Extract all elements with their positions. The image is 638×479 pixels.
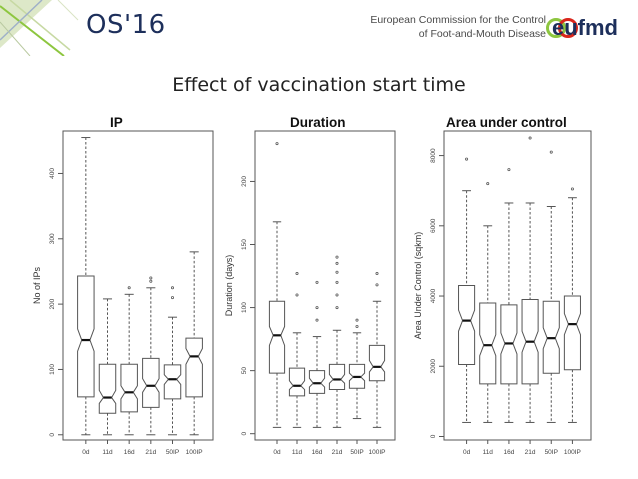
notched-box: [328, 363, 346, 391]
y-tick-label: 2000: [430, 359, 437, 374]
x-tick-label: 11d: [483, 449, 494, 456]
outlier-point: [315, 280, 319, 284]
x-tick-label: 50IP: [350, 449, 363, 456]
x-tick-label: 21d: [145, 449, 156, 456]
notched-box: [458, 285, 476, 366]
outlier-point: [335, 261, 339, 265]
outlier-point: [127, 286, 131, 290]
notched-box: [77, 275, 95, 398]
x-tick-label: 0d: [82, 449, 90, 456]
outlier-point: [275, 142, 279, 146]
x-tick-label: 100IP: [564, 449, 581, 456]
notched-box: [98, 363, 117, 414]
notched-box: [288, 367, 306, 397]
y-tick-label: 6000: [430, 218, 437, 233]
eufmd-logo: eufmd: [546, 15, 618, 40]
notched-box: [479, 302, 497, 385]
y-tick-label: 200: [241, 176, 248, 187]
outlier-point: [375, 283, 379, 287]
notched-box: [185, 337, 203, 398]
y-tick-label: 0: [49, 433, 56, 437]
notched-box: [308, 370, 326, 394]
y-tick-label: 50: [241, 367, 248, 375]
decorative-corner-graphic: [0, 0, 80, 56]
x-tick-label: 0d: [463, 449, 471, 456]
panel-title-duration: Duration: [290, 115, 346, 130]
x-tick-label: 50IP: [545, 449, 558, 456]
outlier-point: [335, 255, 339, 259]
x-tick-label: 21d: [525, 449, 536, 456]
eufmd-logo-text: eufmd: [552, 15, 618, 40]
commission-line-2: of Foot-and-Mouth Disease: [418, 28, 546, 40]
x-tick-label: 11d: [292, 449, 303, 456]
header: OS'16 European Commission for the Contro…: [0, 0, 638, 56]
notched-box: [120, 363, 138, 413]
x-tick-label: 0d: [273, 449, 281, 456]
outlier-point: [507, 168, 511, 172]
outlier-point: [570, 187, 574, 191]
notched-box: [268, 300, 286, 374]
x-tick-label: 21d: [332, 449, 343, 456]
y-tick-label: 200: [49, 298, 56, 309]
plot-frame: [443, 130, 592, 441]
y-tick-label: 100: [49, 364, 56, 375]
x-tick-label: 100IP: [186, 449, 203, 456]
notched-box: [142, 357, 160, 408]
notched-box: [163, 364, 182, 400]
y-tick-label: 8000: [430, 148, 437, 163]
panel-title-area: Area under control: [446, 115, 567, 130]
outlier-point: [149, 279, 153, 283]
y-axis-label: Area Under Control (sqkm): [413, 232, 423, 340]
y-axis-label: No of IPs: [32, 266, 42, 304]
outlier-point: [335, 306, 339, 310]
outlier-point: [375, 272, 379, 276]
outlier-point: [149, 276, 153, 280]
outlier-point: [528, 136, 532, 140]
y-tick-label: 400: [49, 168, 56, 179]
commission-name: European Commission for the Control of F…: [370, 13, 546, 41]
outlier-point: [170, 286, 174, 290]
outlier-point: [335, 270, 339, 274]
y-tick-label: 100: [241, 302, 248, 313]
x-tick-label: 50IP: [166, 449, 179, 456]
y-tick-label: 150: [241, 239, 248, 250]
y-tick-label: 300: [49, 233, 56, 244]
outlier-point: [170, 296, 174, 300]
y-tick-label: 0: [430, 434, 437, 438]
y-tick-label: 0: [241, 432, 248, 436]
outlier-point: [315, 306, 319, 310]
plot-frame: [62, 130, 214, 441]
outlier-point: [315, 318, 319, 322]
outlier-point: [486, 182, 490, 186]
commission-line-1: European Commission for the Control: [370, 14, 546, 26]
slide-title: Effect of vaccination start time: [172, 74, 466, 96]
outlier-point: [355, 324, 359, 328]
x-tick-label: 11d: [102, 449, 113, 456]
y-axis-label: Duration (days): [224, 255, 234, 317]
outlier-point: [335, 280, 339, 284]
outlier-point: [295, 293, 299, 297]
x-tick-label: 16d: [124, 449, 135, 456]
plot-frame: [254, 130, 396, 441]
x-tick-label: 16d: [503, 449, 514, 456]
x-tick-label: 100IP: [369, 449, 386, 456]
notched-box: [563, 295, 581, 371]
outlier-point: [549, 150, 553, 154]
outlier-point: [295, 272, 299, 276]
notched-box: [368, 344, 386, 382]
panel-title-ip: IP: [110, 115, 123, 130]
x-tick-label: 16d: [312, 449, 323, 456]
outlier-point: [465, 157, 469, 161]
event-title: OS'16: [86, 10, 166, 40]
outlier-point: [355, 318, 359, 322]
y-tick-label: 4000: [430, 288, 437, 303]
outlier-point: [335, 293, 339, 297]
